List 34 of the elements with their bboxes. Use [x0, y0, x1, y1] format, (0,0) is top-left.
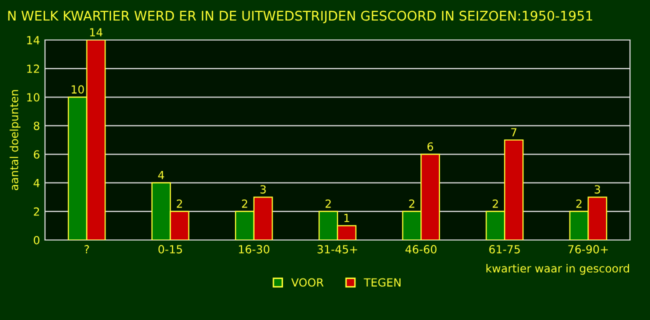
- x-tick-label: 46-60: [405, 245, 436, 254]
- y-tick-label: 0: [34, 236, 40, 244]
- x-axis-title: kwartier waar in gescoord: [486, 264, 629, 275]
- data-label: 2: [176, 199, 182, 208]
- x-tick-label: 0-15: [158, 245, 182, 254]
- data-label: 3: [594, 185, 600, 194]
- x-tick-label: 76-90+: [568, 245, 608, 254]
- data-label: 1: [344, 214, 350, 222]
- y-tick-label: 12: [27, 64, 40, 73]
- data-label: 7: [511, 128, 516, 136]
- legend-label: TEGEN: [364, 278, 400, 287]
- chart-title: N WELK KWARTIER WERD ER IN DE UITWEDSTRIJDEN GESCOORD IN SEIZOEN:1950-1951: [8, 10, 592, 24]
- y-tick-label: 10: [27, 93, 40, 102]
- data-label: 10: [72, 85, 84, 94]
- y-axis-title: aantal doelpunten: [10, 90, 20, 190]
- legend-label: VOOR: [291, 278, 324, 287]
- x-tick-label: ?: [84, 245, 89, 254]
- y-tick-label: 6: [34, 150, 40, 159]
- data-label: 2: [576, 199, 582, 208]
- x-tick-label: 16-30: [239, 245, 270, 254]
- data-label: 2: [409, 199, 414, 208]
- x-tick-label: 61-75: [489, 245, 520, 254]
- y-tick-label: 8: [34, 122, 40, 130]
- data-label: 2: [326, 199, 331, 208]
- data-label: 2: [492, 199, 498, 208]
- y-tick-label: 4: [34, 178, 40, 188]
- data-label: 4: [158, 171, 164, 180]
- data-label: 6: [428, 142, 434, 151]
- data-label: 14: [90, 28, 102, 36]
- data-label: 3: [260, 185, 266, 194]
- y-tick-label: 14: [27, 36, 40, 44]
- x-tick-label: 31-45+: [318, 245, 358, 254]
- y-tick-label: 2: [34, 207, 40, 216]
- data-label: 2: [242, 199, 248, 208]
